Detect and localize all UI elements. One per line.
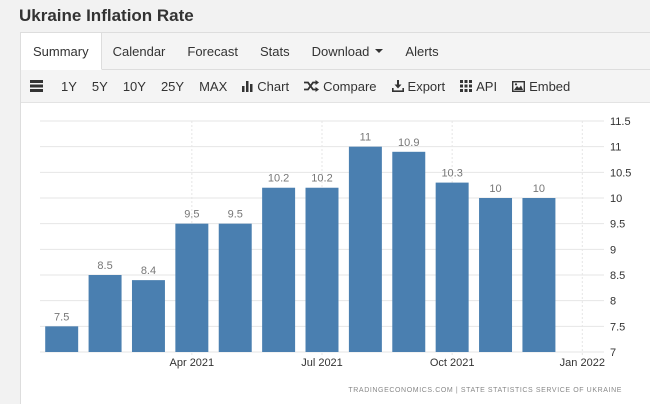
range-max-button[interactable]: MAX [199,78,228,94]
range-25y-button[interactable]: 25Y [160,78,185,94]
page-title: Ukraine Inflation Rate [19,6,194,25]
data-label: 9.5 [228,209,243,221]
data-label: 11 [360,132,371,144]
y-tick-label: 10 [610,193,622,205]
x-tick-label: Apr 2021 [170,357,215,369]
tab-summary[interactable]: Summary [21,33,102,70]
data-label: 8.5 [97,260,112,272]
bar [131,280,165,352]
data-label: 7.5 [54,311,69,323]
y-tick-label: 8 [610,296,616,308]
y-tick-label: 8.5 [610,270,625,282]
y-tick-label: 7.5 [610,321,625,333]
range-5y-button[interactable]: 5Y [91,78,108,94]
bar [218,223,252,352]
chart-toolbar: 1Y 5Y 10Y 25Y MAX Chart [21,70,650,103]
chevron-down-icon [375,49,384,53]
data-label: 9.5 [184,209,199,221]
chart-button[interactable]: Chart [242,79,289,94]
compare-button-label: Compare [323,78,377,94]
bar [305,187,339,352]
image-icon [512,80,526,92]
bar-chart-icon [242,80,253,92]
y-tick-label: 11.5 [610,116,631,128]
tab-calendar[interactable]: Calendar [112,43,166,59]
y-tick-label: 9 [610,244,616,256]
shuffle-icon [304,80,320,92]
data-label: 10.9 [398,137,419,149]
bar [479,198,513,352]
grid-icon [460,80,473,92]
table-icon[interactable] [30,80,43,92]
api-button[interactable]: API [460,79,497,94]
download-icon [391,80,404,92]
bar [522,198,556,352]
tab-stats[interactable]: Stats [259,43,290,59]
x-tick-label: Oct 2021 [430,357,475,369]
data-label: 10 [489,183,501,195]
embed-button-label: Embed [529,78,571,94]
x-tick-label: Jan 2022 [560,357,605,369]
bar [262,187,296,352]
bar [348,146,382,352]
range-10y-button[interactable]: 10Y [122,78,146,94]
export-button[interactable]: Export [391,78,446,94]
source-credit: TRADINGECONOMICS.COM | STATE STATISTICS … [348,387,622,394]
compare-button[interactable]: Compare [304,78,377,94]
bar [175,223,209,352]
data-label: 10.3 [441,168,462,180]
bar [45,326,79,352]
data-label: 10.2 [311,173,332,185]
api-button-label: API [476,78,498,94]
tab-bar: Summary Calendar Forecast Stats Download… [21,33,650,70]
bar [88,275,122,352]
data-label: 10.2 [268,173,289,185]
y-tick-label: 9.5 [610,219,625,231]
y-tick-label: 10.5 [610,167,631,179]
export-button-label: Export [407,78,446,94]
tab-download-label: Download [311,43,370,59]
tab-alerts[interactable]: Alerts [405,43,439,59]
y-tick-label: 11 [610,142,621,154]
data-label: 10 [533,183,545,195]
y-tick-label: 7 [610,347,616,359]
embed-button[interactable]: Embed [512,79,570,94]
bar [392,151,426,352]
data-label: 8.4 [141,265,156,277]
range-1y-button[interactable]: 1Y [61,78,77,94]
tab-forecast[interactable]: Forecast [187,43,238,59]
chart-button-label: Chart [257,78,290,94]
x-tick-label: Jul 2021 [301,357,343,369]
tab-download[interactable]: Download [301,33,395,69]
bar [435,182,469,352]
